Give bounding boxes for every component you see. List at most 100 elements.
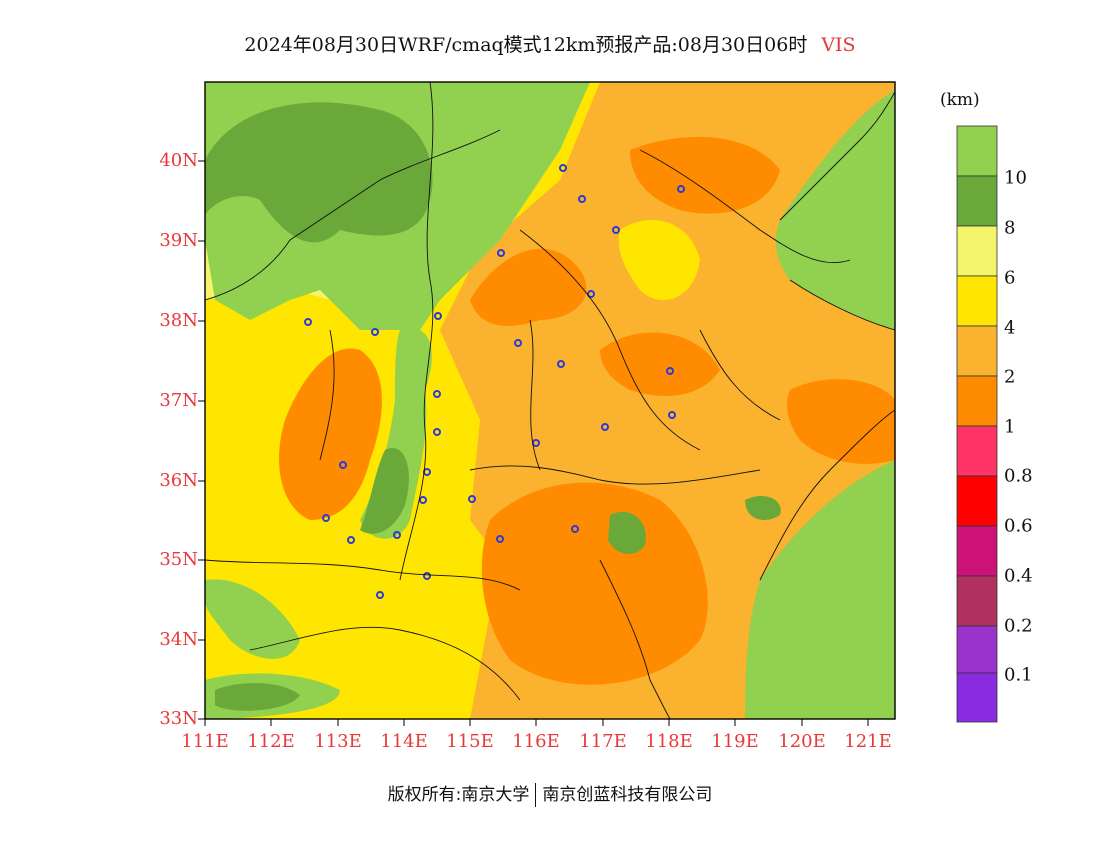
- station-marker: [666, 367, 674, 375]
- legend-label: 6: [1004, 267, 1016, 289]
- legend-label: 10: [1004, 167, 1027, 189]
- title-main: 2024年08月30日WRF/cmaq模式12km预报产品:08月30日06时: [244, 34, 808, 56]
- coastline: [779, 91, 895, 221]
- colorbar-box: [956, 275, 998, 327]
- station-marker: [668, 411, 676, 419]
- colorbar-box: [956, 475, 998, 527]
- station-marker: [371, 328, 379, 336]
- province-borders: [205, 82, 895, 719]
- colorbar: [956, 125, 998, 723]
- lat-label: 38N: [159, 310, 198, 331]
- east-green-patch: [745, 495, 781, 520]
- station-marker: [557, 360, 565, 368]
- border-line: [249, 626, 521, 701]
- legend-label: 4: [1004, 317, 1016, 339]
- station-marker: [434, 312, 442, 320]
- lon-label: 115E: [446, 731, 494, 752]
- lon-label: 116E: [512, 731, 560, 752]
- lat-label: 40N: [159, 150, 198, 171]
- coastline: [759, 409, 895, 581]
- lat-label: 36N: [159, 470, 198, 491]
- station-marker: [514, 339, 522, 347]
- lat-label: 39N: [159, 230, 198, 251]
- lat-label: 34N: [159, 629, 198, 650]
- footer-separator: [535, 783, 537, 807]
- beijing-orange-zone: [630, 136, 780, 214]
- lon-label: 119E: [711, 731, 759, 752]
- east-orange-zone: [470, 248, 587, 326]
- lon-label: 120E: [778, 731, 826, 752]
- axis-ticks: [198, 160, 869, 726]
- yellow-sea-green-zone: [745, 460, 895, 719]
- border-line: [599, 559, 671, 719]
- station-marker: [322, 514, 330, 522]
- north-yellow-zone: [618, 220, 700, 300]
- station-marker: [587, 290, 595, 298]
- lon-label: 111E: [181, 731, 229, 752]
- colorbar-box: [956, 175, 998, 227]
- border-line: [519, 229, 701, 451]
- shandong-orange-zone: [787, 379, 895, 464]
- border-line: [205, 129, 501, 301]
- north-dark-green-zone: [205, 102, 433, 243]
- station-marker: [578, 195, 586, 203]
- colorbar-box: [956, 125, 998, 177]
- copyright-footer: 版权所有:南京大学 南京创蓝科技有限公司: [0, 780, 1100, 807]
- lon-label: 118E: [645, 731, 693, 752]
- legend-label: 0.1: [1004, 664, 1033, 686]
- lon-label: 114E: [380, 731, 428, 752]
- station-marker: [601, 423, 609, 431]
- station-marker: [612, 226, 620, 234]
- colorbar-box: [956, 225, 998, 277]
- station-marker: [559, 164, 567, 172]
- colorbar-box: [956, 625, 998, 674]
- station-marker: [571, 525, 579, 533]
- station-marker: [433, 428, 441, 436]
- station-marker: [497, 249, 505, 257]
- border-line: [319, 329, 335, 461]
- station-marker: [376, 591, 384, 599]
- station-marker: [419, 496, 427, 504]
- station-marker: [677, 185, 685, 193]
- lat-label: 35N: [159, 549, 198, 570]
- visibility-field: [205, 82, 895, 719]
- border-line: [399, 82, 434, 581]
- lon-label: 112E: [247, 731, 295, 752]
- legend-unit: (km): [940, 90, 980, 110]
- southwest-green-zone: [205, 579, 300, 659]
- station-marker: [496, 535, 504, 543]
- colorbar-box: [956, 325, 998, 377]
- station-marker: [347, 536, 355, 544]
- legend-label: 0.8: [1004, 465, 1033, 487]
- central-orange-zone: [600, 332, 720, 396]
- colorbar-box: [956, 575, 998, 627]
- legend-label: 0.2: [1004, 615, 1033, 637]
- colorbar-box: [956, 425, 998, 477]
- coastline: [789, 279, 895, 331]
- border-line: [699, 329, 781, 421]
- lon-label: 121E: [844, 731, 892, 752]
- legend-label: 1: [1004, 416, 1016, 438]
- lat-label: 37N: [159, 390, 198, 411]
- map-title: 2024年08月30日WRF/cmaq模式12km预报产品:08月30日06时 V…: [0, 30, 1100, 57]
- southwest-dark-zone: [215, 683, 300, 711]
- lat-label: 33N: [159, 708, 198, 729]
- legend-label: 0.4: [1004, 565, 1033, 587]
- border-line: [529, 319, 541, 471]
- taihang-dark-strip: [360, 448, 409, 534]
- legend-label: 0.6: [1004, 515, 1033, 537]
- lon-label: 113E: [314, 731, 362, 752]
- shanxi-orange-zone: [279, 348, 382, 520]
- border-line: [205, 559, 521, 591]
- colorbar-box: [956, 672, 998, 723]
- title-variable: VIS: [821, 34, 856, 56]
- station-marker: [423, 572, 431, 580]
- colorbar-box: [956, 375, 998, 427]
- central-green-patch: [608, 511, 646, 555]
- colorbar-box: [956, 525, 998, 577]
- station-marker: [433, 390, 441, 398]
- bohai-green-zone: [775, 90, 895, 330]
- station-marker: [304, 318, 312, 326]
- station-marker: [393, 531, 401, 539]
